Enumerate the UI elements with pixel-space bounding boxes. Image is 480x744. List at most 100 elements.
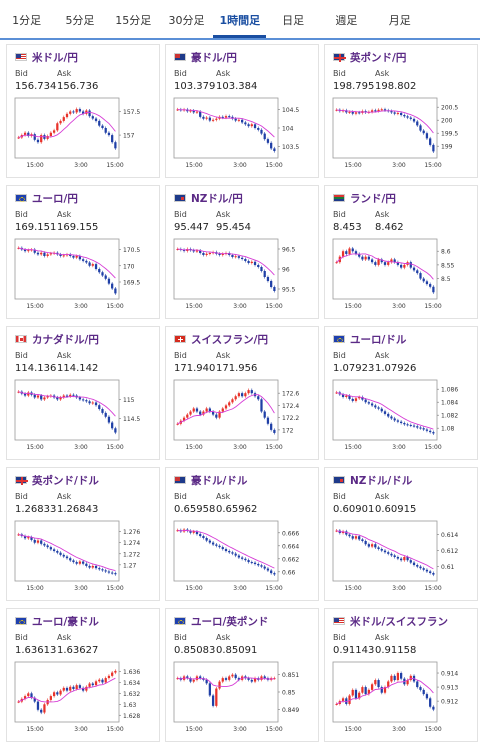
candle-body <box>432 432 435 434</box>
candle-body <box>114 288 117 294</box>
price-chart[interactable]: 115 114.5 15:00 3:00 15:00 <box>14 379 155 457</box>
price-chart[interactable]: 0.614 0.612 0.61 15:00 3:00 15:00 <box>332 520 473 598</box>
price-chart[interactable]: 172.6 172.4 172.2 172 15:00 3:00 15:00 <box>173 379 314 457</box>
price-chart[interactable]: 0.666 0.664 0.662 0.66 15:00 3:00 15:00 <box>173 520 314 598</box>
candle-body <box>257 265 260 267</box>
pair-title[interactable]: 英ポンド/円 <box>333 50 406 64</box>
pair-name: NZドル/ドル <box>350 474 413 487</box>
tab-0[interactable]: 1分足 <box>12 14 42 27</box>
candle-body <box>27 537 30 539</box>
candle-body <box>195 111 199 113</box>
rate-card[interactable]: ユーロ/英ポンド Bid Ask 0.85083 0.85091 0.851 0.85 0.8… <box>165 608 319 742</box>
candle-body <box>380 408 383 412</box>
candle-chart-svg: 1.086 1.084 1.082 1.08 15:00 3:00 15:00 <box>332 379 458 451</box>
rate-card[interactable]: 豪ドル/円 Bid Ask 103.379 103.384 104.5 104 103.5 15… <box>165 44 319 178</box>
candle-body <box>273 429 276 433</box>
candle-body <box>241 257 244 259</box>
candle-body <box>107 416 111 423</box>
tab-1[interactable]: 5分足 <box>65 14 95 27</box>
price-chart[interactable]: 1.086 1.084 1.082 1.08 15:00 3:00 15:00 <box>332 379 473 457</box>
tab-5[interactable]: 日足 <box>282 14 305 27</box>
rate-card[interactable]: 米ドル/スイスフラン Bid Ask 0.91143 0.91158 0.914 0.913… <box>324 608 478 742</box>
pair-title[interactable]: NZドル/ドル <box>333 473 412 487</box>
candle-body <box>228 551 231 553</box>
candle-body <box>351 536 354 539</box>
rate-card[interactable]: ユーロ/円 Bid Ask 169.151 169.155 170.5 170 169.5 15… <box>6 185 160 319</box>
candle-body <box>208 117 211 121</box>
tab-3[interactable]: 30分足 <box>168 14 205 27</box>
price-chart[interactable]: 0.851 0.85 0.849 15:00 3:00 15:00 <box>173 661 314 739</box>
pair-title[interactable]: 豪ドル/ドル <box>174 473 247 487</box>
candle-body <box>250 124 253 127</box>
candle-body <box>221 116 224 118</box>
candle-body <box>364 399 367 403</box>
candle-body <box>367 544 370 547</box>
pair-title[interactable]: ユーロ/英ポンド <box>174 614 268 628</box>
candle-body <box>192 531 195 533</box>
pair-title[interactable]: 英ポンド/ドル <box>15 473 99 487</box>
rate-card[interactable]: 英ポンド/円 Bid Ask 198.795 198.802 200.5 200 199.5 1… <box>324 44 478 178</box>
candle-body <box>199 111 202 117</box>
pair-title[interactable]: ランド/円 <box>333 191 396 205</box>
candle-body <box>419 687 422 690</box>
bid-label: Bid <box>174 210 187 219</box>
rate-card[interactable]: 米ドル/円 Bid Ask 156.734 156.736 157.5 157 15:00 3:… <box>6 44 160 178</box>
price-chart[interactable]: 8.6 8.55 8.5 15:00 3:00 15:00 <box>332 238 473 316</box>
ask-label: Ask <box>375 69 390 78</box>
rate-card[interactable]: ユーロ/豪ドル Bid Ask 1.63613 1.63627 1.636 1.634 1.6… <box>6 608 160 742</box>
price-chart[interactable]: 0.914 0.913 0.912 15:00 3:00 15:00 <box>332 661 473 739</box>
candle-body <box>17 534 20 536</box>
price-chart[interactable]: 1.636 1.634 1.632 1.63 1.628 15:00 3:00 15:00 <box>14 661 155 739</box>
pair-title[interactable]: ユーロ/円 <box>15 191 78 205</box>
price-chart[interactable]: 104.5 104 103.5 15:00 3:00 15:00 <box>173 97 314 175</box>
tab-6[interactable]: 週足 <box>335 14 358 27</box>
candle-body <box>425 281 429 285</box>
candle-body <box>367 256 370 260</box>
candle-body <box>33 394 36 398</box>
pair-title[interactable]: ユーロ/豪ドル <box>15 614 99 628</box>
tab-7[interactable]: 月足 <box>388 14 411 27</box>
pair-title[interactable]: カナダドル/円 <box>15 332 99 346</box>
rate-card[interactable]: 豪ドル/ドル Bid Ask 0.65958 0.65962 0.666 0.664 0.66… <box>165 467 319 601</box>
pair-title[interactable]: スイスフラン/円 <box>174 332 268 346</box>
pair-title[interactable]: 米ドル/円 <box>15 50 78 64</box>
candle-chart-svg: 115 114.5 15:00 3:00 15:00 <box>14 379 140 451</box>
candle-body <box>345 110 348 113</box>
candle-body <box>205 117 208 119</box>
pair-title[interactable]: NZドル/円 <box>174 191 243 205</box>
candle-chart-svg: 157.5 157 15:00 3:00 15:00 <box>14 97 140 169</box>
rate-card[interactable]: NZドル/ドル Bid Ask 0.60901 0.60915 0.614 0.612 0.6… <box>324 467 478 601</box>
moving-average-line <box>18 391 116 417</box>
rate-card[interactable]: 英ポンド/ドル Bid Ask 1.26833 1.26843 1.276 1.274 1.2… <box>6 467 160 601</box>
candle-chart-svg: 1.276 1.274 1.272 1.27 15:00 3:00 15:00 <box>14 520 140 592</box>
candle-body <box>358 692 361 699</box>
candle-body <box>260 399 263 412</box>
candle-body <box>56 397 59 400</box>
rate-card[interactable]: NZドル/円 Bid Ask 95.447 95.454 96.5 96 95.5 15:00 3… <box>165 185 319 319</box>
price-chart[interactable]: 96.5 96 95.5 15:00 3:00 15:00 <box>173 238 314 316</box>
candle-body <box>62 117 65 121</box>
y-tick-label: 103.5 <box>282 144 299 151</box>
candle-body <box>273 287 276 291</box>
candle-body <box>374 405 377 408</box>
pair-title[interactable]: 米ドル/スイスフラン <box>333 614 448 628</box>
price-chart[interactable]: 1.276 1.274 1.272 1.27 15:00 3:00 15:00 <box>14 520 155 598</box>
candle-body <box>202 116 205 119</box>
candle-body <box>91 264 94 266</box>
price-chart[interactable]: 157.5 157 15:00 3:00 15:00 <box>14 97 155 175</box>
rate-card[interactable]: カナダドル/円 Bid Ask 114.136 114.142 115 114.5 15:00… <box>6 326 160 460</box>
candle-body <box>422 130 425 134</box>
candle-body <box>23 393 27 396</box>
pair-title[interactable]: ユーロ/ドル <box>333 332 406 346</box>
price-chart[interactable]: 170.5 170 169.5 15:00 3:00 15:00 <box>14 238 155 316</box>
tab-4[interactable]: 1時間足 <box>213 0 267 38</box>
rate-card[interactable]: スイスフラン/円 Bid Ask 171.940 171.956 172.6 172.4 17… <box>165 326 319 460</box>
candle-body <box>82 259 85 261</box>
rate-card[interactable]: ユーロ/ドル Bid Ask 1.07923 1.07926 1.086 1.084 1.08… <box>324 326 478 460</box>
candle-body <box>36 139 40 143</box>
rate-card[interactable]: ランド/円 Bid Ask 8.453 8.462 8.6 8.55 8.5 15:00 3:00… <box>324 185 478 319</box>
y-tick-label: 1.276 <box>123 529 140 536</box>
pair-title[interactable]: 豪ドル/円 <box>174 50 237 64</box>
tab-2[interactable]: 15分足 <box>115 14 152 27</box>
price-chart[interactable]: 200.5 200 199.5 199 15:00 3:00 15:00 <box>332 97 473 175</box>
